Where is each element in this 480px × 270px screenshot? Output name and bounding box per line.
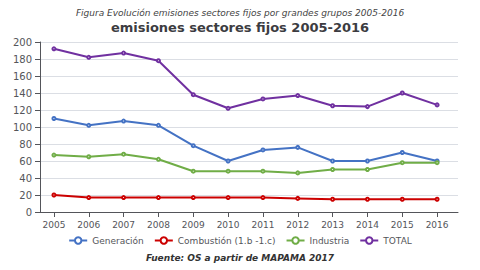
svg-text:2009: 2009	[182, 220, 205, 230]
svg-text:20: 20	[19, 190, 32, 201]
svg-text:140: 140	[13, 88, 32, 99]
svg-text:Generación: Generación	[92, 236, 144, 246]
svg-text:2008: 2008	[147, 220, 170, 230]
svg-text:200: 200	[13, 37, 32, 48]
svg-text:2007: 2007	[112, 220, 135, 230]
svg-text:2016: 2016	[426, 220, 449, 230]
svg-text:100: 100	[13, 122, 32, 133]
svg-text:2010: 2010	[217, 220, 240, 230]
svg-text:emisiones sectores fijos 2005-: emisiones sectores fijos 2005-2016	[111, 20, 369, 35]
svg-text:2015: 2015	[391, 220, 414, 230]
svg-text:Combustión (1.b -1.c): Combustión (1.b -1.c)	[178, 236, 276, 246]
svg-text:160: 160	[13, 71, 32, 82]
svg-text:2014: 2014	[356, 220, 379, 230]
svg-text:180: 180	[13, 54, 32, 65]
svg-text:Industria: Industria	[310, 236, 350, 246]
svg-text:2005: 2005	[42, 220, 65, 230]
svg-text:0: 0	[26, 207, 32, 218]
svg-text:2006: 2006	[77, 220, 100, 230]
svg-text:Fuente: OS a partir de MAPAMA: Fuente: OS a partir de MAPAMA 2017	[146, 253, 335, 263]
svg-text:2012: 2012	[286, 220, 309, 230]
svg-text:40: 40	[19, 173, 32, 184]
svg-text:Figura Evolución emisiones sec: Figura Evolución emisiones sectores fijo…	[76, 8, 405, 18]
svg-text:120: 120	[13, 105, 32, 116]
svg-text:TOTAL: TOTAL	[382, 236, 412, 246]
svg-text:80: 80	[19, 139, 32, 150]
svg-text:2013: 2013	[321, 220, 344, 230]
svg-text:2011: 2011	[251, 220, 274, 230]
svg-text:60: 60	[19, 156, 32, 167]
